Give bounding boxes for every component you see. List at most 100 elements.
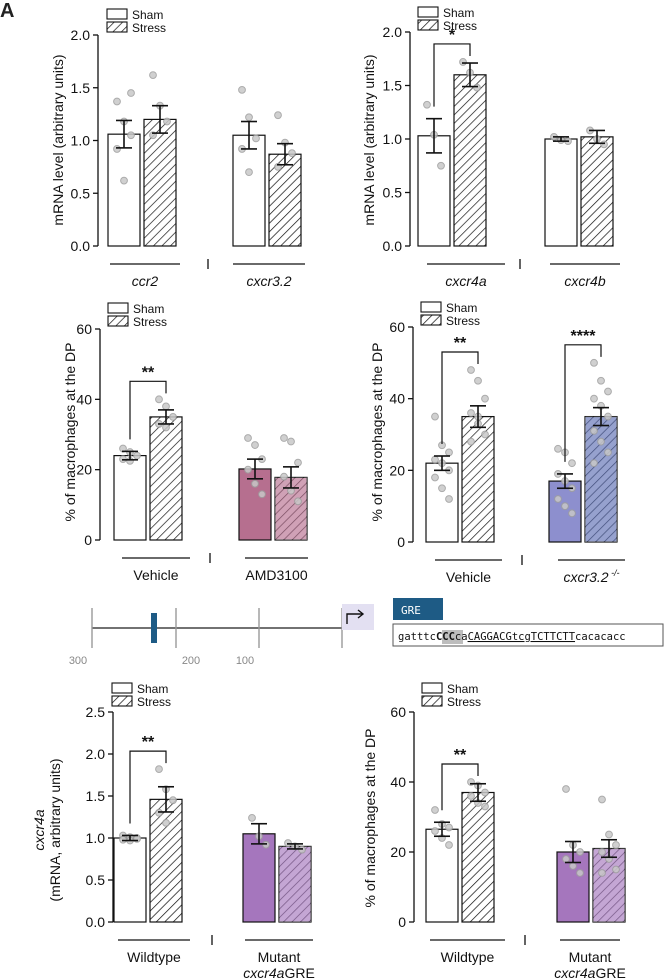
data-point xyxy=(445,841,453,849)
legend-label-sham: Sham xyxy=(132,8,163,22)
legend-label-sham: Sham xyxy=(133,302,164,316)
data-point xyxy=(162,423,170,432)
data-point xyxy=(438,484,446,493)
data-point xyxy=(467,409,475,417)
y-axis-label-group: % of macrophages at the DP xyxy=(369,343,385,522)
bar-stress xyxy=(580,136,614,247)
y-tick-label: 60 xyxy=(390,704,406,720)
group-label: cxcr3.2 -/- xyxy=(563,568,619,585)
promoter-tick-200: 200 xyxy=(182,655,200,667)
promoter-tick-100: 100 xyxy=(236,655,254,667)
bar-sham xyxy=(113,837,147,923)
data-point xyxy=(605,830,613,839)
data-point xyxy=(155,765,163,774)
chart-p4: 0 20 40 60% of macrophages at the DP ShamStr… xyxy=(369,301,625,585)
data-point xyxy=(467,437,475,446)
sequence-spacer: ca xyxy=(455,631,468,643)
bar-sham xyxy=(425,828,459,923)
legend-swatch-stress xyxy=(421,695,443,707)
group-label-gre: GRE xyxy=(595,965,625,979)
y-tick-label: 0 xyxy=(84,532,92,548)
data-point xyxy=(473,83,481,92)
y-tick-label: 0.0 xyxy=(86,914,106,930)
data-point xyxy=(459,58,467,66)
data-point xyxy=(604,387,612,396)
sequence-gre: CAGGACGtcgTCTTCTT xyxy=(468,631,576,643)
bar-stress xyxy=(453,74,487,247)
data-point xyxy=(163,117,171,126)
legend-swatch-stress xyxy=(107,315,129,327)
y-tick-label: 40 xyxy=(389,391,405,407)
group-label-secondary: cxcr4aGRE xyxy=(554,965,626,979)
promoter-diagram: 300 200 100 GRE gatttcCCCcaCAGGACGtcgTCTTCTT… xyxy=(69,598,664,667)
y-tick-label: 1.0 xyxy=(71,133,91,149)
y-tick-label: 0 xyxy=(397,534,405,550)
legend-swatch-sham xyxy=(421,682,443,694)
data-point xyxy=(612,865,620,874)
group-label-gene: cxcr4a xyxy=(243,965,284,979)
group-label-superscript: -/- xyxy=(609,568,620,578)
legend-label-stress: Stress xyxy=(446,314,480,328)
data-point xyxy=(252,134,260,143)
data-point xyxy=(590,427,598,435)
y-tick-label: 2.5 xyxy=(86,704,106,720)
gre-label: GRE xyxy=(401,604,421,617)
bar-stress xyxy=(268,153,302,247)
data-point xyxy=(262,840,270,849)
charts-layer: 0.0 0.5 1.0 1.5 2.0 mRNA level (arbitrary uni… xyxy=(31,6,626,979)
data-point xyxy=(113,145,121,153)
data-point xyxy=(597,437,605,446)
data-point xyxy=(287,437,295,446)
data-point xyxy=(274,111,282,120)
group-label-gene: cxcr4a xyxy=(554,965,595,979)
y-tick-label: 0.5 xyxy=(86,872,106,888)
gre-label-box xyxy=(393,598,443,620)
data-point xyxy=(437,161,445,170)
data-point xyxy=(284,839,292,847)
group-label: cxcr4a xyxy=(445,273,486,289)
y-axis-label: % of macrophages at the DP xyxy=(62,343,78,522)
legend-label-sham: Sham xyxy=(447,682,478,696)
legend-swatch-sham xyxy=(111,682,133,694)
bar-sham xyxy=(238,468,272,541)
data-point xyxy=(598,795,606,804)
data-point xyxy=(569,862,577,870)
sequence-prefix: gatttc xyxy=(398,631,436,643)
significance-bracket xyxy=(129,380,167,440)
y-tick-label: 2.0 xyxy=(383,24,403,40)
data-point xyxy=(568,459,576,468)
group-label: AMD3100 xyxy=(245,567,307,583)
y-axis-label: mRNA level (arbitrary units) xyxy=(50,54,66,225)
gre-site-mark xyxy=(151,613,157,643)
data-point xyxy=(568,509,576,518)
bar-sham xyxy=(242,833,276,923)
data-point xyxy=(298,845,306,854)
data-point xyxy=(554,495,562,503)
data-point xyxy=(445,495,453,503)
significance-label: ** xyxy=(454,335,467,352)
y-tick-label: 0.5 xyxy=(71,185,91,201)
data-point xyxy=(169,413,177,421)
group-label: Vehicle xyxy=(133,567,178,583)
data-point xyxy=(590,459,598,468)
data-point xyxy=(604,412,612,421)
data-point xyxy=(238,85,246,94)
data-point xyxy=(127,89,135,97)
y-tick-label: 60 xyxy=(389,319,405,335)
bar-stress xyxy=(149,798,183,923)
data-point xyxy=(155,395,163,404)
y-axis-label-group: % of macrophages at the DP xyxy=(362,729,378,908)
legend-swatch-sham xyxy=(420,301,442,313)
group-label-gre: GRE xyxy=(284,965,314,979)
promoter-tick-300: 300 xyxy=(69,655,87,667)
legend-swatch-stress xyxy=(417,19,439,31)
y-tick-label: 1.0 xyxy=(383,131,403,147)
significance-bracket xyxy=(441,763,479,811)
legend-label-stress: Stress xyxy=(133,315,167,329)
data-point xyxy=(600,140,608,149)
data-point xyxy=(467,792,475,800)
legend-label-stress: Stress xyxy=(137,695,171,709)
data-point xyxy=(467,366,475,374)
